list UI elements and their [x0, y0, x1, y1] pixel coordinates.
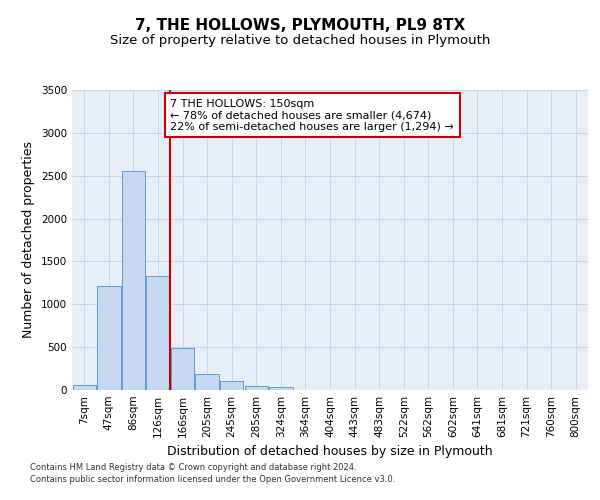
Text: Size of property relative to detached houses in Plymouth: Size of property relative to detached ho… [110, 34, 490, 47]
Bar [171, 348, 194, 390]
Bar [269, 387, 293, 390]
X-axis label: Distribution of detached houses by size in Plymouth: Distribution of detached houses by size … [167, 446, 493, 458]
Text: 7, THE HOLLOWS, PLYMOUTH, PL9 8TX: 7, THE HOLLOWS, PLYMOUTH, PL9 8TX [135, 18, 465, 32]
Bar [146, 276, 170, 390]
Text: 7 THE HOLLOWS: 150sqm
← 78% of detached houses are smaller (4,674)
22% of semi-d: 7 THE HOLLOWS: 150sqm ← 78% of detached … [170, 98, 454, 132]
Bar [245, 386, 268, 390]
Text: Contains HM Land Registry data © Crown copyright and database right 2024.: Contains HM Land Registry data © Crown c… [30, 464, 356, 472]
Text: Contains public sector information licensed under the Open Government Licence v3: Contains public sector information licen… [30, 474, 395, 484]
Bar [73, 386, 96, 390]
Bar [220, 382, 244, 390]
Y-axis label: Number of detached properties: Number of detached properties [22, 142, 35, 338]
Bar [122, 170, 145, 390]
Bar [196, 374, 219, 390]
Bar [97, 286, 121, 390]
